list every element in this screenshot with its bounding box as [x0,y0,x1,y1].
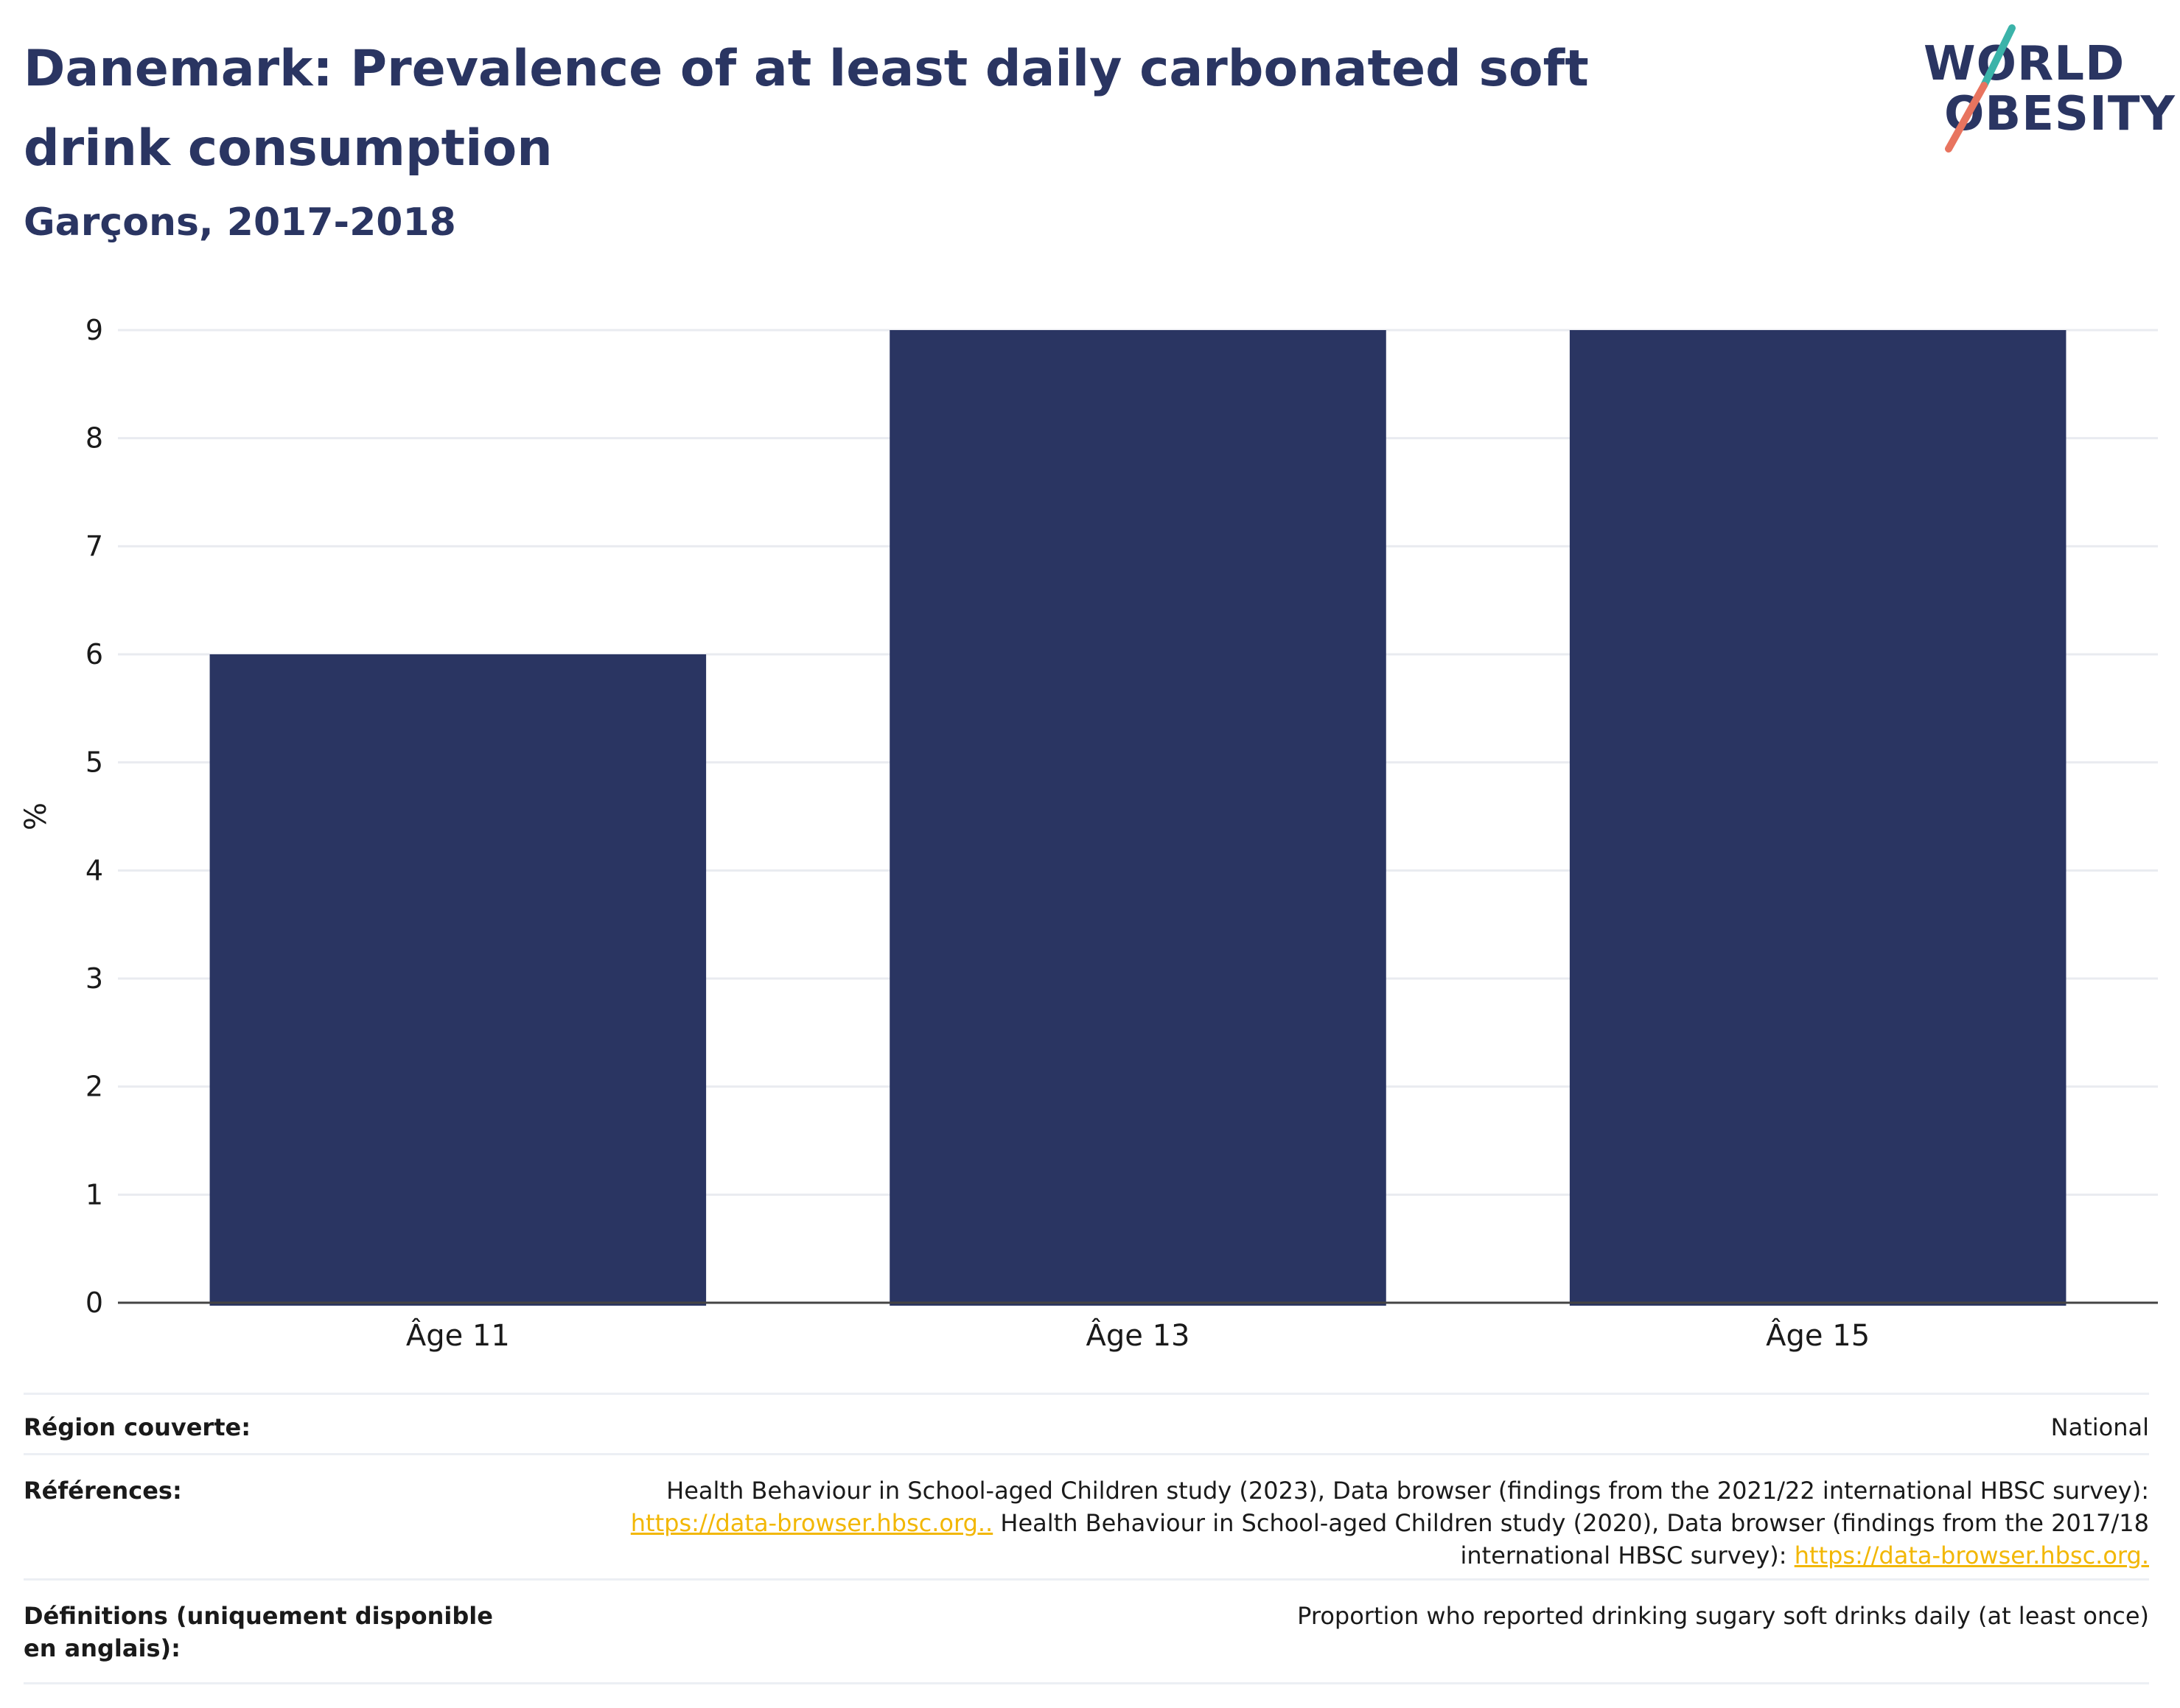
axes: 0 1 2 3 4 5 6 7 8 9 Âge 11 Âge 13 Âge 15 [85,314,2158,1353]
meta-row-references: Références: Health Behaviour in School-a… [24,1453,2149,1578]
definitions-value: Proportion who reported drinking sugary … [1297,1602,2149,1630]
region-value: National [2050,1413,2149,1441]
chart-subtitle: Garçons, 2017-2018 [24,200,456,245]
y-tick-label: 9 [85,314,103,346]
reference-link-1[interactable]: https://data-browser.hbsc.org.. [630,1509,993,1537]
chart-title: Danemark: Prevalence of at least daily c… [24,40,1589,178]
x-tick-label: Âge 15 [1766,1317,1870,1353]
reference-link-2[interactable]: https://data-browser.hbsc.org. [1794,1541,2149,1569]
y-tick-label: 6 [85,638,103,671]
meta-row-definitions: Définitions (uniquement disponible en an… [24,1578,2149,1684]
y-tick-label: 5 [85,746,103,779]
y-axis-label: % [19,802,53,830]
references-label: Références: [24,1477,182,1505]
reference-text-1: Health Behaviour in School-aged Children… [666,1477,2149,1505]
logo-slash-icon [1945,24,2016,153]
metadata-table: Région couverte: National Références: He… [24,1393,2149,1684]
definitions-label: Définitions (uniquement disponible en an… [24,1602,493,1662]
bar[interactable] [1569,330,2067,1306]
bar[interactable] [209,654,707,1306]
y-tick-label: 7 [85,530,103,562]
x-tick-label: Âge 11 [406,1317,510,1353]
x-tick-label: Âge 13 [1086,1317,1190,1353]
y-tick-label: 8 [85,422,103,455]
reference-text-2: Health Behaviour in School-aged Children… [993,1509,2149,1569]
logo-text-obesity: OBESITY [1944,87,2176,141]
y-tick-label: 2 [85,1071,103,1103]
meta-row-region: Région couverte: National [24,1393,2149,1453]
y-tick-label: 1 [85,1178,103,1211]
y-tick-label: 0 [85,1287,103,1319]
bar-chart: 0 1 2 3 4 5 6 7 8 9 Âge 11 Âge 13 Âge 15 % [19,314,2158,1353]
references-value: Health Behaviour in School-aged Children… [601,1474,2149,1578]
world-obesity-logo: WORLD OBESITY [1924,22,2175,155]
region-label: Région couverte: [24,1413,251,1441]
bar[interactable] [890,330,1386,1306]
y-tick-label: 4 [85,854,103,886]
logo-text-world: WORLD [1924,37,2125,91]
y-tick-label: 3 [85,962,103,995]
bars [209,330,2067,1306]
